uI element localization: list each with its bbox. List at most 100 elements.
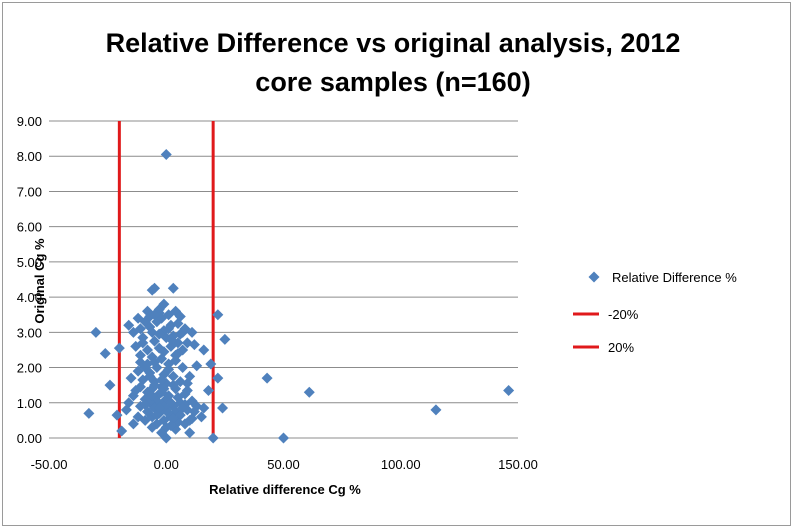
threshold-lines <box>117 121 215 438</box>
data-point <box>139 414 151 426</box>
data-point <box>146 390 158 402</box>
data-point <box>113 342 125 354</box>
data-point <box>141 358 153 370</box>
y-tick-label: 1.00 <box>17 396 42 411</box>
data-point <box>132 365 144 377</box>
data-point <box>149 379 161 391</box>
data-point <box>137 337 149 349</box>
y-axis-ticks: 0.00 1.00 2.00 3.00 4.00 5.00 6.00 7.00 8.00 9.00 <box>17 114 42 446</box>
data-point <box>123 397 135 409</box>
x-tick-label: 100.00 <box>381 457 421 472</box>
data-point <box>188 406 200 418</box>
data-point <box>83 407 95 419</box>
data-point <box>174 310 186 322</box>
scatter-chart: Relative Difference vs original analysis… <box>17 28 738 497</box>
data-point <box>207 432 219 444</box>
y-tick-label: 4.00 <box>17 290 42 305</box>
data-point <box>158 383 170 395</box>
legend-label-neg20: -20% <box>608 307 639 322</box>
data-point <box>177 362 189 374</box>
data-point <box>163 323 175 335</box>
data-point <box>134 349 146 361</box>
data-point <box>167 379 179 391</box>
x-axis-label: Relative difference Cg % <box>209 482 361 497</box>
y-tick-label: 7.00 <box>17 184 42 199</box>
data-point <box>160 432 172 444</box>
data-point <box>184 414 196 426</box>
x-tick-label: 0.00 <box>154 457 179 472</box>
data-point <box>170 349 182 361</box>
data-point <box>141 344 153 356</box>
y-tick-label: 3.00 <box>17 325 42 340</box>
chart-title-line-1: Relative Difference vs original analysis… <box>106 28 681 58</box>
data-point <box>134 323 146 335</box>
data-point <box>188 339 200 351</box>
data-point <box>177 402 189 414</box>
y-tick-label: 0.00 <box>17 431 42 446</box>
data-point <box>156 374 168 386</box>
x-tick-label: -50.00 <box>31 457 68 472</box>
legend-label-pos20: 20% <box>608 340 634 355</box>
data-point <box>158 346 170 358</box>
data-points <box>83 148 515 444</box>
legend-diamond-marker <box>588 271 600 283</box>
legend-item-pos20: 20% <box>573 340 634 355</box>
y-tick-label: 6.00 <box>17 220 42 235</box>
data-point <box>127 418 139 430</box>
data-point <box>195 411 207 423</box>
y-tick-label: 5.00 <box>17 255 42 270</box>
data-point <box>153 402 165 414</box>
data-point <box>111 409 123 421</box>
data-point <box>146 421 158 433</box>
data-point <box>99 347 111 359</box>
data-point <box>184 427 196 439</box>
y-tick-label: 2.00 <box>17 361 42 376</box>
chart-title-line-2: core samples (n=160) <box>255 67 530 97</box>
x-tick-label: 50.00 <box>267 457 300 472</box>
data-point <box>104 379 116 391</box>
legend-item-neg20: -20% <box>573 307 639 322</box>
legend-label-scatter: Relative Difference % <box>612 270 737 285</box>
y-tick-label: 9.00 <box>17 114 42 129</box>
data-point <box>90 326 102 338</box>
data-point <box>212 372 224 384</box>
legend-item-scatter: Relative Difference % <box>588 270 737 285</box>
data-point <box>149 309 161 321</box>
data-point <box>139 399 151 411</box>
data-point <box>177 326 189 338</box>
data-point <box>212 309 224 321</box>
data-point <box>172 337 184 349</box>
x-axis-ticks: -50.00 0.00 50.00 100.00 150.00 <box>31 457 538 472</box>
x-tick-label: 150.00 <box>498 457 538 472</box>
data-point <box>153 328 165 340</box>
data-point <box>116 425 128 437</box>
data-point <box>167 370 179 382</box>
data-point <box>149 282 161 294</box>
data-point <box>163 309 175 321</box>
data-point <box>167 282 179 294</box>
data-point <box>125 372 137 384</box>
data-point <box>205 358 217 370</box>
data-point <box>179 388 191 400</box>
data-point <box>191 360 203 372</box>
data-point <box>219 333 231 345</box>
legend: Relative Difference % -20% 20% <box>573 270 737 355</box>
data-point <box>144 370 156 382</box>
data-point <box>261 372 273 384</box>
data-point <box>278 432 289 444</box>
data-point <box>198 344 210 356</box>
data-point <box>430 404 442 416</box>
data-point <box>163 363 175 375</box>
data-point <box>181 377 193 389</box>
data-point <box>160 148 172 160</box>
data-point <box>165 420 177 432</box>
data-point <box>217 402 229 414</box>
data-point <box>303 386 315 398</box>
data-point <box>198 402 210 414</box>
data-point <box>130 384 142 396</box>
data-point <box>202 384 214 396</box>
data-point <box>503 384 515 396</box>
y-axis-label: Original Cg % <box>32 238 47 324</box>
data-point <box>123 319 135 331</box>
